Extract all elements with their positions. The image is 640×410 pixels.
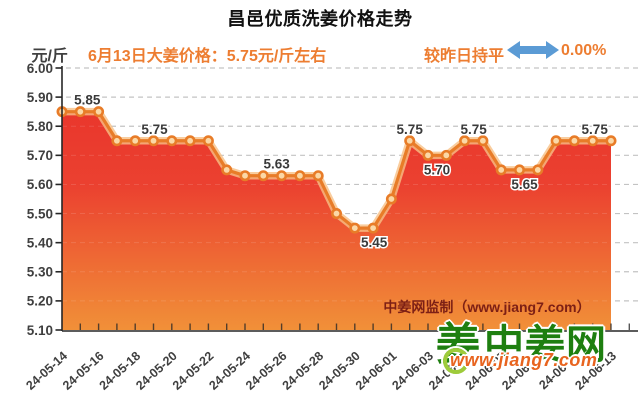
y-tick-label: 5.70 (27, 148, 53, 163)
y-axis-unit-label: 元/斤 (31, 48, 68, 65)
y-tick-label: 5.40 (27, 235, 53, 250)
data-point-marker (550, 135, 562, 147)
point-label: 5.65 (511, 177, 538, 192)
trend-vs-yesterday-label: 较昨日持平 (424, 48, 505, 65)
data-point-marker (148, 135, 160, 147)
y-tick-label: 5.90 (27, 90, 53, 105)
data-point-marker (202, 135, 214, 147)
flat-trend-double-arrow-icon (507, 41, 559, 59)
data-point-marker (184, 135, 196, 147)
data-point-marker (166, 135, 178, 147)
site-logo: 姜 中姜网 www.jiang7.com (434, 317, 624, 379)
data-point-marker (330, 208, 342, 220)
data-point-marker (513, 164, 525, 176)
data-point-marker (74, 106, 86, 118)
data-point-marker (294, 170, 306, 182)
data-point-marker (495, 164, 507, 176)
y-tick-label: 5.10 (27, 323, 53, 338)
y-tick-label: 5.30 (27, 265, 53, 280)
data-point-marker (568, 135, 580, 147)
data-point-marker (312, 170, 324, 182)
y-tick-label: 6.00 (27, 61, 53, 76)
y-tick-label: 5.80 (27, 119, 53, 134)
data-point-marker (221, 164, 233, 176)
data-point-marker (440, 149, 452, 161)
data-point-marker (459, 135, 471, 147)
point-label: 5.85 (74, 93, 101, 108)
data-point-marker (349, 222, 361, 234)
data-point-marker (111, 135, 123, 147)
point-label: 5.45 (361, 235, 388, 250)
y-tick-label: 5.20 (27, 294, 53, 309)
point-label: 5.75 (397, 122, 424, 137)
watermark-text: 中姜网监制（www.jiang7.com） (383, 299, 590, 315)
data-point-marker (587, 135, 599, 147)
trend-percent-value: 0.00% (561, 42, 607, 59)
point-label: 5.70 (424, 162, 450, 177)
point-label: 5.75 (141, 122, 168, 137)
logo-site-name: 中姜网 (484, 323, 607, 367)
series-area (62, 111, 611, 331)
data-point-marker (404, 135, 416, 147)
data-point-marker (605, 135, 617, 147)
data-point-marker (257, 170, 269, 182)
data-point-marker (477, 135, 489, 147)
data-point-marker (532, 164, 544, 176)
data-point-marker (385, 193, 397, 205)
data-point-marker (422, 149, 434, 161)
point-label: 5.75 (460, 122, 487, 137)
point-label: 5.63 (263, 157, 290, 172)
current-price-note: 6月13日大姜价格：5.75元/斤左右 (88, 48, 327, 65)
logo-site-url: www.jiang7.com (450, 350, 598, 370)
data-point-marker (239, 170, 251, 182)
logo-swirl-icon (443, 348, 469, 374)
point-label: 5.75 (582, 122, 609, 137)
page-title: 昌邑优质洗姜价格走势 (227, 9, 413, 29)
y-tick-label: 5.60 (27, 177, 53, 192)
data-point-marker (93, 106, 105, 118)
data-point-marker (129, 135, 141, 147)
data-point-marker (367, 222, 379, 234)
data-point-marker (276, 170, 288, 182)
y-tick-label: 5.50 (27, 206, 53, 221)
